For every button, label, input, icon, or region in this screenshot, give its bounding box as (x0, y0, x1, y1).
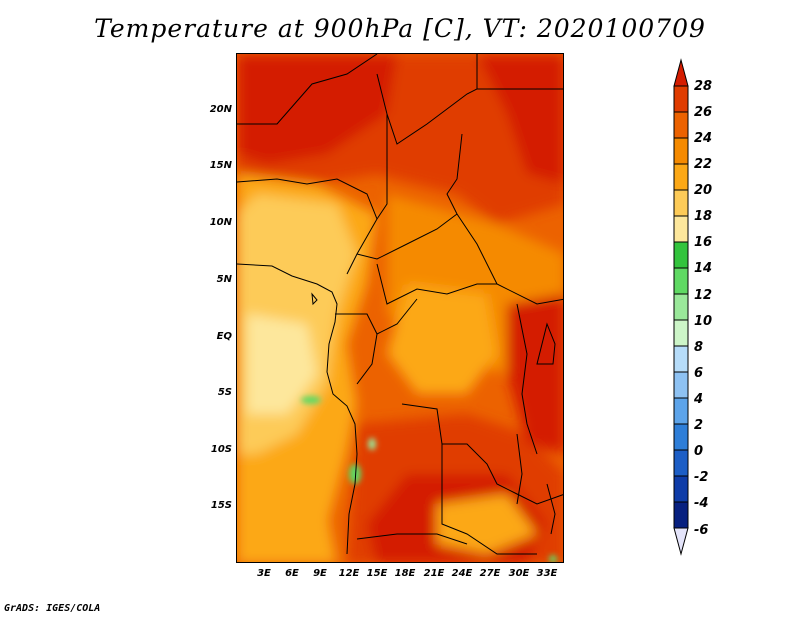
colorbar-segment (673, 423, 689, 451)
coastline (237, 263, 358, 555)
border-drc-south (401, 403, 563, 505)
colorbar-segment (673, 215, 689, 243)
colorbar-segment (673, 267, 689, 295)
colorbar-label: 18 (694, 209, 713, 224)
temperature-field (237, 54, 563, 562)
map-title: Temperature at 900hPa [C], VT: 202010070… (94, 14, 706, 43)
border-congo-n (376, 298, 418, 335)
cool-spot-ocean (301, 396, 321, 404)
border-east-1 (446, 133, 563, 305)
lat-label: 10N (209, 217, 232, 228)
cool-spot-small (368, 438, 376, 450)
border-car-north (356, 213, 458, 260)
colorbar-segment (673, 371, 689, 399)
field-south-orange (437, 494, 537, 554)
colorbar-label: 28 (694, 79, 713, 94)
border-zambia (441, 444, 537, 555)
grads-credit: GrADS: IGES/COLA (4, 603, 101, 614)
colorbar-label: 14 (694, 261, 713, 276)
lon-label: 21E (423, 568, 445, 579)
lat-label: 15S (210, 500, 232, 511)
colorbar-segment (673, 397, 689, 425)
colorbar-label: 26 (694, 105, 713, 120)
lon-label: 30E (508, 568, 530, 579)
colorbar-segment (673, 111, 689, 139)
lat-label: 5N (216, 274, 232, 285)
lat-label: EQ (216, 331, 232, 342)
field-east-hot (507, 294, 563, 454)
colorbar-label: 22 (694, 157, 713, 172)
colorbar-label: 10 (694, 314, 713, 329)
cool-spot-angola (349, 464, 361, 484)
lon-label: 12E (338, 568, 360, 579)
lon-label: 9E (313, 568, 327, 579)
colorbar-segment (673, 475, 689, 503)
border-north-1 (237, 54, 378, 125)
lon-label: 15E (366, 568, 388, 579)
borders (237, 54, 563, 555)
border-car-south (376, 263, 497, 305)
lake-malawi (546, 483, 556, 535)
field-northeast-hottest (477, 54, 563, 184)
colorbar-label: -6 (694, 523, 709, 538)
colorbar-label: 0 (694, 444, 704, 459)
colorbar-segment (673, 345, 689, 373)
border-chad-west (376, 114, 388, 220)
lon-label: 6E (285, 568, 299, 579)
lake-victoria (536, 322, 556, 365)
temperature-map (236, 53, 564, 563)
border-lakes (516, 303, 538, 455)
colorbar-label: 16 (694, 235, 713, 250)
field-ocean-sw (237, 454, 337, 562)
colorbar-segment (673, 85, 689, 113)
colorbar-segment (673, 189, 689, 217)
colorbar-label: 24 (694, 131, 713, 146)
colorbar-segment (673, 319, 689, 347)
lake-tanganyika (516, 433, 523, 505)
colorbar-segment (673, 241, 689, 269)
bioko-island (311, 292, 318, 306)
colorbar-segment (673, 163, 689, 191)
colorbar-top-arrow (673, 58, 689, 87)
colorbar-label: 4 (694, 392, 704, 407)
colorbar-label: 2 (694, 418, 704, 433)
lon-label: 24E (451, 568, 473, 579)
colorbar-label: 20 (694, 183, 713, 198)
lat-label: 10S (210, 444, 232, 455)
lon-label: 3E (257, 568, 271, 579)
border-namibia (356, 533, 468, 545)
field-congo (387, 284, 497, 394)
colorbar-label: -4 (694, 496, 709, 511)
colorbar-bottom-arrow (673, 527, 689, 556)
cool-spot-southeast (549, 555, 557, 562)
field-northwest-hottest (237, 54, 397, 164)
colorbar-label: 12 (694, 288, 713, 303)
border-west-1 (237, 178, 378, 275)
colorbar-label: 6 (694, 366, 704, 381)
lon-label: 33E (536, 568, 558, 579)
lat-label: 5S (217, 387, 232, 398)
colorbar-label: 8 (694, 340, 704, 355)
colorbar (673, 58, 689, 556)
colorbar-segment (673, 501, 689, 529)
colorbar-segment (673, 449, 689, 477)
colorbar-label: -2 (694, 470, 709, 485)
lon-label: 18E (394, 568, 416, 579)
lat-label: 20N (209, 104, 232, 115)
lat-label: 15N (209, 160, 232, 171)
field-coast-coolest (247, 314, 317, 414)
lon-label: 27E (479, 568, 501, 579)
colorbar-segment (673, 137, 689, 165)
colorbar-segment (673, 293, 689, 321)
